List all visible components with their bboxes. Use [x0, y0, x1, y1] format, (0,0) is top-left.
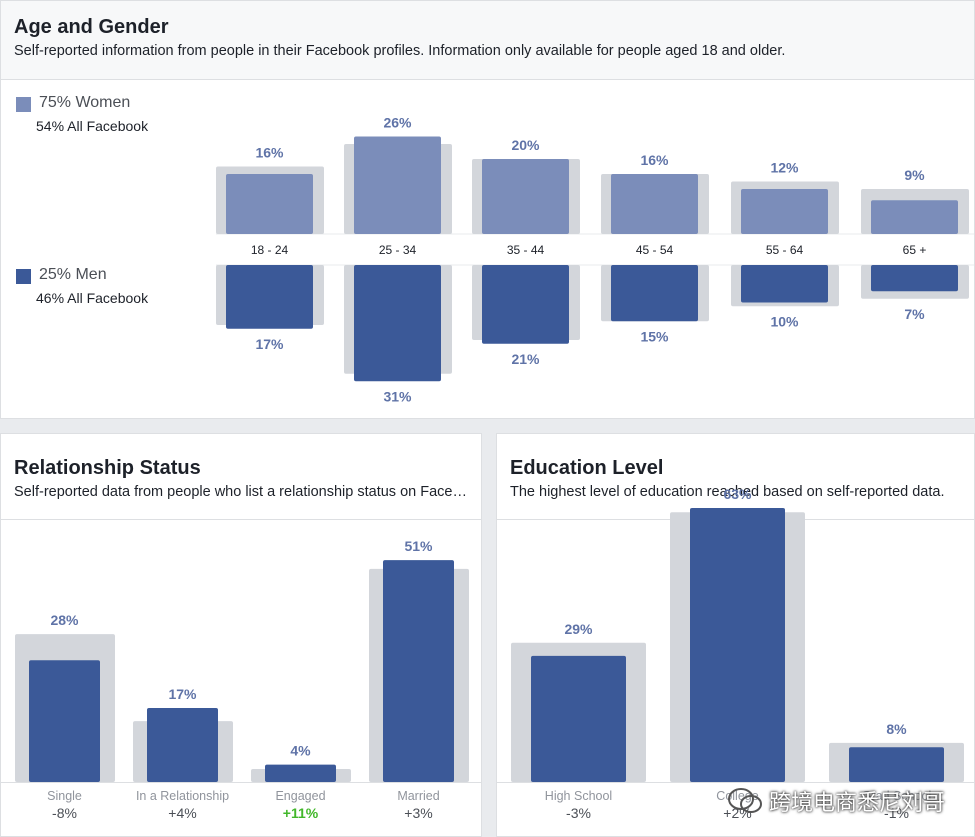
relationship-header: Relationship Status Self-reported data f…: [1, 434, 481, 520]
men-legend-label: 25% Men: [39, 266, 107, 283]
relationship-delta-label-married: +3%: [404, 805, 432, 821]
women-value-label-55-64: 12%: [770, 160, 799, 176]
women-value-label-65: 9%: [904, 167, 925, 183]
age-gender-chart: 16% 17% 18 - 24 26% 31% 25 - 34 20% 21% 35 - 44 1…: [216, 115, 974, 404]
education-bar-high-school: [531, 655, 626, 782]
age-axis-band: [216, 234, 974, 265]
relationship-value-label-engaged: 4%: [290, 743, 311, 759]
education-value-label-college: 63%: [723, 486, 752, 502]
men-value-label-45-54: 15%: [640, 328, 669, 344]
women-value-label-45-54: 16%: [640, 152, 669, 168]
education-category-label-high-school: High School: [545, 789, 612, 803]
education-title: Education Level: [510, 457, 664, 479]
men-bar-18-24: [226, 265, 313, 329]
men-bar-35-44: [482, 265, 569, 344]
age-tick-label-35-44: 35 - 44: [507, 243, 545, 257]
education-header: Education Level The highest level of edu…: [497, 434, 974, 520]
men-value-label-25-34: 31%: [383, 388, 412, 404]
age-tick-label-25-34: 25 - 34: [379, 243, 417, 257]
education-category-label-grad-school: Grad School: [862, 789, 931, 803]
relationship-category-label-in-a-relationship: In a Relationship: [136, 789, 229, 803]
relationship-chart: 28% Single -8% 17% In a Relationship +4% 4% Eng…: [1, 538, 481, 821]
relationship-bar-engaged: [265, 764, 336, 782]
women-bar-45-54: [611, 174, 698, 234]
relationship-value-label-in-a-relationship: 17%: [168, 686, 197, 702]
relationship-delta-label-single: -8%: [52, 805, 77, 821]
age-tick-label-45-54: 45 - 54: [636, 243, 674, 257]
women-all-facebook: 54% All Facebook: [36, 118, 149, 134]
relationship-delta-label-engaged: +11%: [283, 805, 319, 821]
relationship-value-label-married: 51%: [404, 538, 433, 554]
men-value-label-65: 7%: [904, 306, 925, 322]
age-tick-label-18-24: 18 - 24: [251, 243, 289, 257]
relationship-value-label-single: 28%: [50, 612, 79, 628]
education-value-label-high-school: 29%: [564, 621, 593, 637]
women-bar-65: [871, 200, 958, 234]
relationship-category-label-single: Single: [47, 789, 82, 803]
women-legend-swatch: [16, 97, 31, 112]
men-bar-65: [871, 265, 958, 292]
men-legend-swatch: [16, 269, 31, 284]
men-value-label-35-44: 21%: [511, 351, 540, 367]
women-bar-55-64: [741, 189, 828, 234]
men-value-label-18-24: 17%: [255, 336, 284, 352]
women-value-label-25-34: 26%: [383, 115, 412, 131]
men-bar-25-34: [354, 265, 441, 382]
age-tick-label-65: 65 +: [903, 243, 927, 257]
women-bar-18-24: [226, 174, 313, 234]
relationship-bar-in-a-relationship: [147, 708, 218, 782]
men-bar-45-54: [611, 265, 698, 322]
education-bar-grad-school: [849, 747, 944, 782]
age-gender-title: Age and Gender: [14, 16, 169, 38]
education-chart: 29%High School-3%63%College+2%8%Grad Sch…: [497, 486, 974, 821]
relationship-delta-label-in-a-relationship: +4%: [168, 805, 196, 821]
education-delta-label-grad-school: -1%: [884, 805, 909, 821]
age-gender-panel: Age and Gender Self-reported information…: [0, 0, 975, 419]
watermark-text: 跨境电商悉尼刘哥: [768, 790, 945, 815]
relationship-title: Relationship Status: [14, 457, 201, 479]
age-tick-label-55-64: 55 - 64: [766, 243, 804, 257]
relationship-category-label-engaged: Engaged: [275, 789, 325, 803]
men-value-label-55-64: 10%: [770, 313, 799, 329]
women-bar-35-44: [482, 159, 569, 234]
education-panel: Education Level The highest level of edu…: [496, 433, 975, 837]
education-delta-label-high-school: -3%: [566, 805, 591, 821]
men-all-facebook: 46% All Facebook: [36, 290, 149, 306]
wechat-icon: [727, 788, 762, 813]
women-value-label-35-44: 20%: [511, 137, 540, 153]
watermark: 跨境电商悉尼刘哥: [727, 785, 945, 817]
education-value-label-grad-school: 8%: [886, 721, 907, 737]
education-category-label-college: College: [716, 789, 758, 803]
men-bar-55-64: [741, 265, 828, 303]
women-value-label-18-24: 16%: [255, 145, 284, 161]
relationship-bar-married: [383, 560, 454, 782]
education-bar-college: [690, 507, 785, 782]
women-bar-25-34: [354, 136, 441, 234]
relationship-bar-single: [29, 660, 100, 782]
relationship-panel: Relationship Status Self-reported data f…: [0, 433, 482, 837]
relationship-category-label-married: Married: [397, 789, 439, 803]
women-legend-label: 75% Women: [39, 94, 131, 111]
age-gender-header: Age and Gender Self-reported information…: [1, 1, 974, 80]
